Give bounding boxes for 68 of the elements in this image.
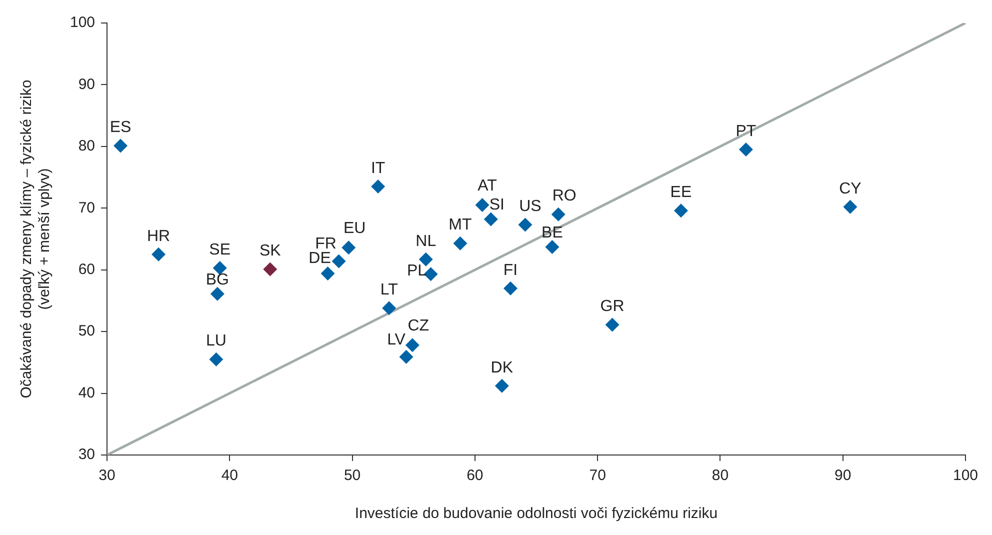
series-label: LT bbox=[380, 282, 398, 299]
x-tick-label: 40 bbox=[221, 467, 238, 484]
y-tick-label: 40 bbox=[78, 384, 96, 402]
point bbox=[371, 180, 386, 194]
point bbox=[518, 218, 532, 232]
series-label: IT bbox=[370, 160, 386, 177]
series-label: US bbox=[519, 198, 542, 216]
point bbox=[332, 254, 346, 268]
x-tick-label: 80 bbox=[712, 467, 729, 484]
series-label: LU bbox=[206, 332, 226, 350]
point bbox=[263, 262, 278, 276]
series-label: EE bbox=[670, 184, 692, 202]
y-axis-title: Očakávané dopady zmeny klímy – fyzické riziko (veľký + menší vplyv) bbox=[18, 80, 54, 398]
series-label: FI bbox=[503, 262, 518, 279]
point bbox=[453, 236, 468, 250]
series-label: ES bbox=[110, 119, 132, 136]
point bbox=[545, 240, 560, 254]
series-label: BG bbox=[206, 271, 229, 288]
point bbox=[551, 207, 566, 222]
series-label: CZ bbox=[408, 318, 430, 335]
x-tick-label: 50 bbox=[344, 467, 361, 484]
series-label: SI bbox=[489, 196, 504, 214]
point bbox=[405, 338, 420, 352]
y-tick-label: 70 bbox=[78, 199, 96, 216]
point bbox=[209, 352, 224, 366]
point bbox=[504, 281, 518, 296]
point bbox=[114, 138, 128, 153]
series-label: SK bbox=[259, 242, 282, 260]
x-tick-label: 90 bbox=[834, 467, 852, 484]
point bbox=[152, 247, 166, 262]
point bbox=[484, 212, 498, 226]
series-label: SE bbox=[209, 241, 231, 258]
series-label: HR bbox=[146, 228, 170, 245]
x-tick-label: 60 bbox=[466, 467, 484, 484]
x-tick-label: 100 bbox=[952, 467, 978, 484]
series-label: RO bbox=[552, 188, 576, 205]
y-tick-label: 30 bbox=[78, 446, 96, 464]
series-label: MT bbox=[448, 216, 472, 234]
series-label: AT bbox=[478, 177, 498, 194]
y-tick-label: 50 bbox=[78, 322, 96, 340]
y-tick-label: 100 bbox=[70, 14, 96, 32]
series-label: PT bbox=[736, 122, 756, 140]
point bbox=[475, 198, 490, 212]
point bbox=[674, 204, 688, 218]
y-tick-label: 90 bbox=[78, 76, 96, 93]
series-label: DK bbox=[490, 359, 514, 376]
series-label: PL bbox=[407, 262, 427, 280]
point bbox=[342, 240, 356, 255]
series-label: EU bbox=[344, 220, 366, 238]
point bbox=[494, 378, 509, 393]
series-label: NL bbox=[416, 232, 436, 250]
point bbox=[738, 142, 753, 157]
point bbox=[320, 266, 335, 281]
series-label: GR bbox=[600, 298, 624, 316]
x-axis-title: Investície do budovanie odolnosti voči fyzickému riziku bbox=[354, 505, 718, 522]
series-label: CY bbox=[839, 180, 862, 198]
y-tick-label: 60 bbox=[78, 261, 96, 278]
point bbox=[399, 350, 414, 364]
y-tick-label: 80 bbox=[78, 138, 96, 155]
series-label: LV bbox=[387, 331, 406, 348]
series-label: BE bbox=[542, 224, 563, 242]
point bbox=[210, 286, 224, 301]
x-tick-label: 70 bbox=[589, 467, 606, 484]
point bbox=[843, 200, 858, 214]
x-tick-label: 30 bbox=[98, 467, 116, 484]
point bbox=[418, 252, 433, 266]
point bbox=[605, 318, 620, 332]
point bbox=[382, 301, 396, 316]
